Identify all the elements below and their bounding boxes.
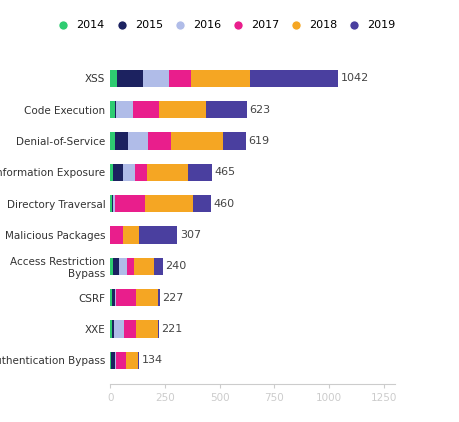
Bar	[110, 227, 123, 244]
Bar	[112, 289, 115, 306]
Bar	[148, 133, 172, 150]
Bar	[110, 195, 112, 212]
Text: 1042: 1042	[341, 73, 369, 84]
Legend: 2014, 2015, 2016, 2017, 2018, 2019: 2014, 2015, 2016, 2017, 2018, 2019	[48, 16, 400, 35]
Bar	[115, 289, 116, 306]
Bar	[111, 352, 115, 369]
Bar	[110, 352, 111, 369]
Bar	[133, 101, 159, 119]
Bar	[123, 227, 139, 244]
Bar	[110, 133, 115, 150]
Bar	[114, 320, 124, 338]
Bar	[113, 258, 119, 275]
Bar	[123, 164, 135, 181]
Bar	[136, 320, 158, 338]
Bar	[112, 195, 113, 212]
Text: 240: 240	[165, 262, 186, 271]
Bar	[206, 101, 246, 119]
Bar	[116, 352, 126, 369]
Text: 221: 221	[161, 324, 182, 334]
Bar	[116, 101, 133, 119]
Bar	[128, 133, 148, 150]
Bar	[110, 164, 113, 181]
Bar	[112, 320, 114, 338]
Text: 623: 623	[249, 105, 270, 115]
Bar	[110, 101, 115, 119]
Bar	[127, 258, 134, 275]
Bar	[172, 133, 223, 150]
Bar	[223, 133, 246, 150]
Bar	[169, 70, 191, 87]
Text: 227: 227	[162, 293, 184, 303]
Bar	[113, 164, 123, 181]
Bar	[119, 258, 127, 275]
Bar	[115, 133, 128, 150]
Bar	[113, 195, 115, 212]
Bar	[134, 258, 154, 275]
Bar	[154, 258, 162, 275]
Bar	[115, 101, 116, 119]
Bar	[136, 289, 157, 306]
Text: 465: 465	[214, 168, 236, 177]
Bar	[147, 164, 188, 181]
Bar	[193, 195, 211, 212]
Text: 460: 460	[213, 199, 235, 209]
Bar	[135, 164, 147, 181]
Bar	[126, 352, 138, 369]
Bar	[117, 70, 143, 87]
Bar	[250, 70, 338, 87]
Bar	[138, 352, 140, 369]
Text: 307: 307	[180, 230, 201, 240]
Bar	[110, 70, 117, 87]
Bar	[116, 289, 136, 306]
Bar	[139, 227, 177, 244]
Bar	[110, 289, 112, 306]
Bar	[145, 195, 193, 212]
Bar	[191, 70, 250, 87]
Bar	[124, 320, 136, 338]
Text: 619: 619	[248, 136, 269, 146]
Bar	[110, 320, 112, 338]
Bar	[159, 101, 206, 119]
Bar	[143, 70, 169, 87]
Bar	[115, 195, 145, 212]
Bar	[188, 164, 212, 181]
Bar	[115, 352, 116, 369]
Bar	[110, 258, 113, 275]
Bar	[157, 289, 160, 306]
Text: 134: 134	[142, 355, 163, 365]
